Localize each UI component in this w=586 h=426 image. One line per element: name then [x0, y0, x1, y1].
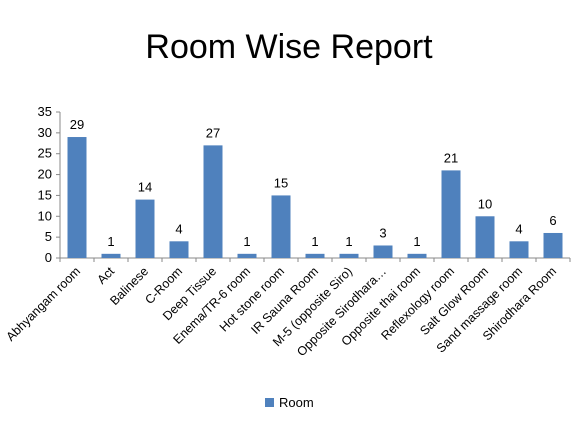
- bar: [169, 241, 189, 258]
- y-tick-label: 5: [45, 229, 52, 244]
- y-tick-label: 15: [38, 187, 52, 202]
- bar: [339, 253, 359, 258]
- bar: [543, 232, 563, 258]
- data-label: 1: [345, 234, 352, 249]
- bar: [509, 241, 529, 258]
- bar: [373, 245, 393, 258]
- data-label: 15: [274, 175, 288, 190]
- data-labels: 29 1 14 4 27 1 15 1 1 3 1 21 10 4 6: [70, 117, 557, 249]
- legend-label: Room: [279, 395, 314, 410]
- data-label: 6: [549, 213, 556, 228]
- bar: [475, 216, 495, 258]
- y-tick-label: 10: [38, 208, 52, 223]
- data-label: 1: [243, 234, 250, 249]
- bars: [67, 137, 563, 258]
- bar: [203, 145, 223, 258]
- bar: [67, 137, 87, 258]
- data-label: 21: [444, 150, 458, 165]
- y-tick-label: 20: [38, 167, 52, 182]
- data-label: 10: [478, 196, 492, 211]
- data-label: 1: [107, 234, 114, 249]
- y-tick-label: 25: [38, 146, 52, 161]
- bar: [237, 253, 257, 258]
- data-label: 27: [206, 125, 220, 140]
- bar: [407, 253, 427, 258]
- bar: [305, 253, 325, 258]
- y-tick-label: 35: [38, 104, 52, 119]
- bar: [101, 253, 121, 258]
- y-tick-label: 30: [38, 125, 52, 140]
- bar: [135, 199, 155, 258]
- data-label: 4: [175, 221, 182, 236]
- x-tick-label: Balinese: [107, 264, 151, 308]
- chart-title: Room Wise Report: [145, 28, 433, 66]
- x-tick-label: Act: [94, 264, 117, 287]
- data-label: 29: [70, 117, 84, 132]
- x-tick-label: Abhyangam room: [3, 264, 83, 344]
- data-label: 14: [138, 180, 152, 195]
- data-label: 3: [379, 225, 386, 240]
- bar: [271, 195, 291, 258]
- data-label: 1: [413, 234, 420, 249]
- data-label: 4: [515, 221, 522, 236]
- bar: [441, 170, 461, 258]
- legend-swatch: [265, 398, 274, 407]
- data-label: 1: [311, 234, 318, 249]
- y-tick-label: 0: [45, 250, 52, 265]
- legend: Room: [265, 395, 314, 410]
